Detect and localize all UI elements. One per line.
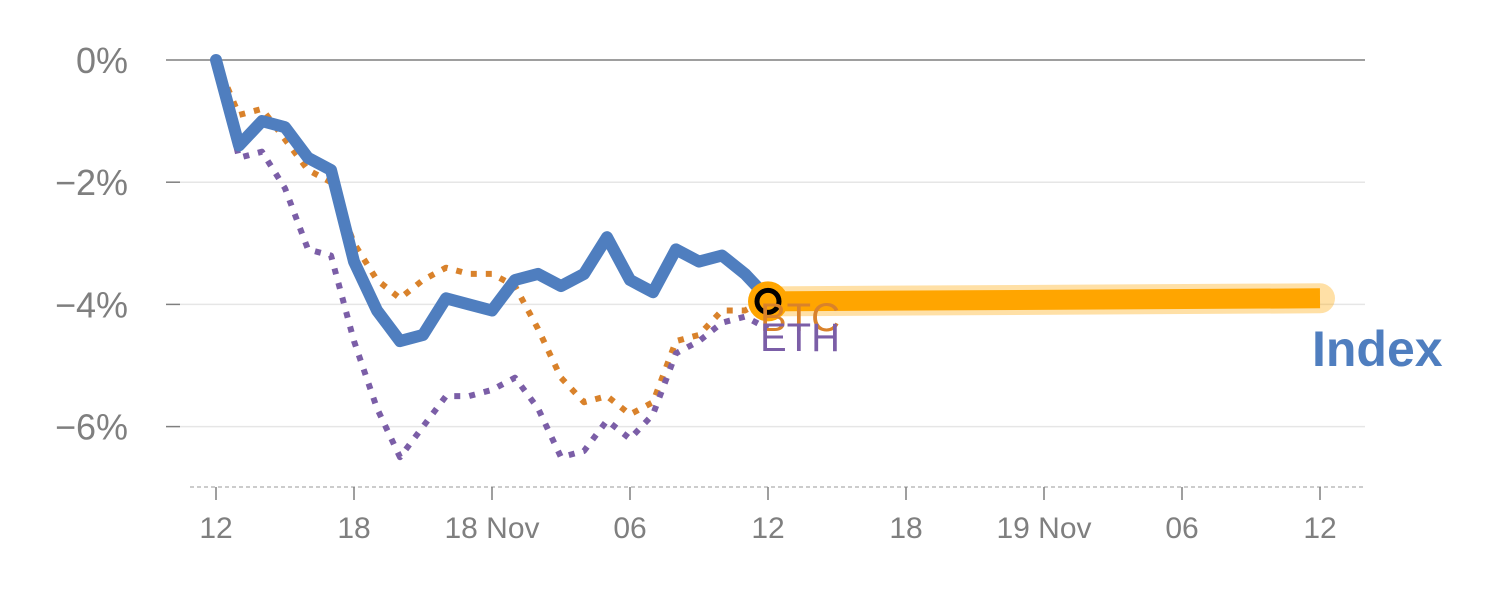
x-tick-label: 12 xyxy=(751,512,784,545)
index-series-label: Index xyxy=(1312,321,1443,377)
x-axis: 12 18 18 Nov 06 12 18 19 Nov 06 12 xyxy=(190,486,1365,545)
projection-band xyxy=(767,288,1321,312)
x-tick-label: 06 xyxy=(613,512,646,545)
x-tick-label: 06 xyxy=(1165,512,1198,545)
y-tick-label: −4% xyxy=(55,284,128,325)
index-series-line xyxy=(210,54,774,348)
series-layer xyxy=(210,54,1335,461)
current-value-dot xyxy=(754,287,782,315)
y-axis: 0% −2% −4% −6% xyxy=(55,40,180,448)
x-tick-label: 18 xyxy=(337,512,370,545)
x-tick-label: 12 xyxy=(199,512,232,545)
x-tick-label: 18 Nov xyxy=(444,512,539,545)
x-tick-label: 18 xyxy=(889,512,922,545)
grid-layer xyxy=(180,59,1365,428)
eth-series-line xyxy=(213,59,770,461)
y-tick-label: −2% xyxy=(55,162,128,203)
eth-series-label: ETH xyxy=(760,316,840,360)
btc-series-line xyxy=(213,58,770,418)
btc-series-label: BTC xyxy=(760,296,840,340)
current-value-ring xyxy=(748,281,788,322)
x-tick-label: 12 xyxy=(1303,512,1336,545)
y-tick-label: 0% xyxy=(76,40,128,81)
y-tick-label: −6% xyxy=(55,407,128,448)
marker-layer xyxy=(748,281,788,322)
label-layer: BTC ETH Index xyxy=(760,296,1443,377)
x-tick-label: 19 Nov xyxy=(996,512,1091,545)
